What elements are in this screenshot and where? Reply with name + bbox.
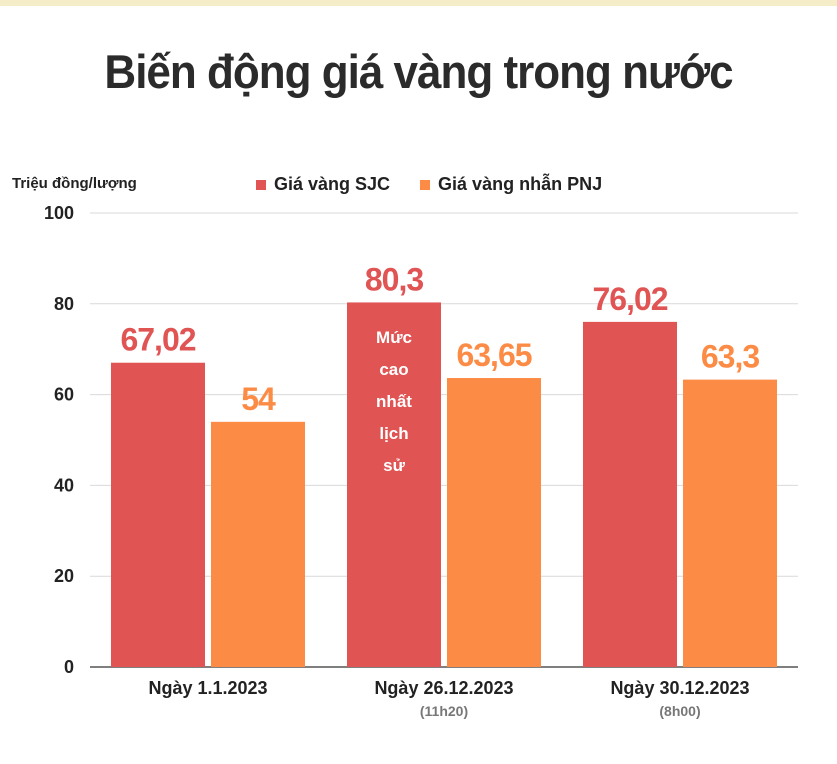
annotation-text: nhất <box>376 392 412 411</box>
y-axis-unit-label: Triệu đồng/lượng <box>12 175 137 192</box>
legend-label-pnj: Giá vàng nhẫn PNJ <box>438 174 603 194</box>
x-category-label: Ngày 30.12.2023 <box>610 678 749 698</box>
y-tick-label: 100 <box>44 203 74 223</box>
legend-label-sjc: Giá vàng SJC <box>274 174 391 194</box>
legend: Giá vàng SJC Giá vàng nhẫn PNJ <box>256 174 620 195</box>
bar-pnj <box>683 379 777 667</box>
legend-swatch-sjc <box>256 179 266 190</box>
annotation-text: sử <box>383 456 405 475</box>
bar-sjc <box>347 302 441 667</box>
annotation-text: Mức <box>376 328 412 347</box>
annotation-text: cao <box>379 360 408 379</box>
bar-sjc <box>111 362 205 667</box>
x-category-sublabel: (8h00) <box>659 703 700 719</box>
data-label: 63,65 <box>456 337 531 373</box>
x-category-sublabel: (11h20) <box>420 703 468 719</box>
data-label: 54 <box>241 381 276 417</box>
y-tick-label: 20 <box>54 566 74 586</box>
data-label: 63,3 <box>701 339 759 375</box>
y-tick-label: 60 <box>54 385 74 405</box>
y-tick-label: 40 <box>54 475 74 495</box>
y-tick-label: 80 <box>54 294 74 314</box>
legend-item-sjc: Giá vàng SJC <box>256 174 390 195</box>
legend-swatch-pnj <box>420 179 431 190</box>
legend-item-pnj: Giá vàng nhẫn PNJ <box>420 174 602 195</box>
annotation-text: lịch <box>379 424 408 443</box>
data-label: 67,02 <box>120 322 195 358</box>
chart-title: Biến động giá vàng trong nước <box>104 46 733 99</box>
data-label: 80,3 <box>365 261 423 297</box>
x-category-label: Ngày 26.12.2023 <box>374 678 513 698</box>
y-tick-label: 0 <box>64 657 74 677</box>
bar-sjc <box>583 321 677 667</box>
data-label: 76,02 <box>592 281 667 317</box>
top-decorative-strip <box>0 0 837 6</box>
bar-pnj <box>211 421 305 667</box>
bar-pnj <box>447 378 541 667</box>
x-category-label: Ngày 1.1.2023 <box>148 678 267 698</box>
